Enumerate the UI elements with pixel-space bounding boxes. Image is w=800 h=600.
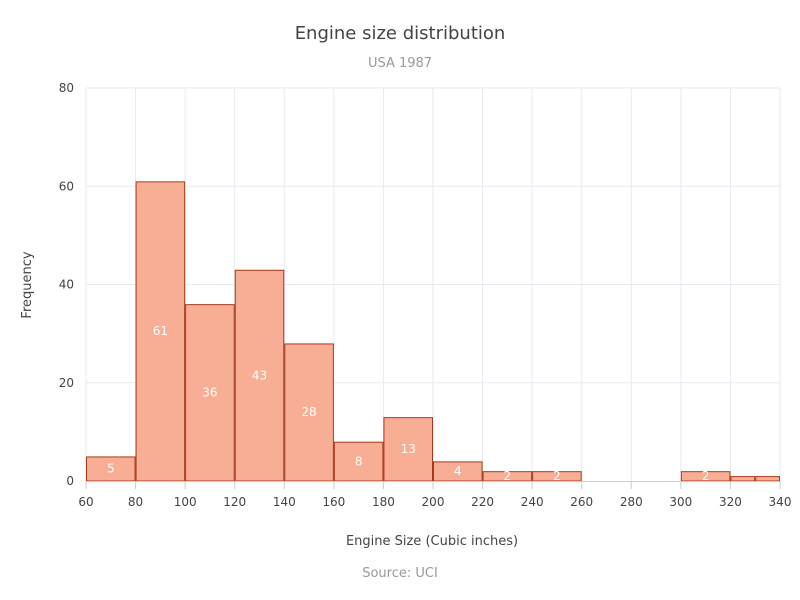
- y-tick-label: 80: [59, 81, 74, 95]
- bar-data-label: 36: [202, 386, 217, 400]
- chart-source: Source: UCI: [362, 566, 438, 581]
- bar-data-label: 13: [401, 442, 416, 456]
- y-tick-label: 0: [66, 474, 74, 488]
- bar-data-label: 2: [702, 469, 710, 483]
- chart-subtitle: USA 1987: [368, 56, 432, 71]
- y-tick-label: 60: [59, 179, 74, 193]
- x-tick-label: 60: [78, 495, 93, 509]
- x-tick-label: 80: [128, 495, 143, 509]
- x-tick-label: 240: [521, 495, 544, 509]
- y-tick-label: 20: [59, 376, 74, 390]
- chart-title: Engine size distribution: [295, 23, 506, 44]
- x-tick-label: 140: [273, 495, 296, 509]
- y-axis-title: Frequency: [20, 251, 35, 318]
- y-tick-label: 40: [59, 278, 74, 292]
- x-tick-label: 120: [223, 495, 246, 509]
- x-tick-label: 280: [620, 495, 643, 509]
- bar-data-label: 4: [454, 464, 462, 478]
- x-tick-label: 340: [769, 495, 792, 509]
- bar-data-label: 2: [504, 469, 512, 483]
- bar-data-label: 28: [301, 405, 316, 419]
- x-tick-label: 100: [174, 495, 197, 509]
- histogram-bar[interactable]: [731, 477, 755, 481]
- bar-data-label: 61: [153, 324, 168, 338]
- x-tick-label: 220: [471, 495, 494, 509]
- bar-data-label: 2: [553, 469, 561, 483]
- bar-data-label: 43: [252, 368, 267, 382]
- x-tick-label: 200: [422, 495, 445, 509]
- x-tick-label: 300: [669, 495, 692, 509]
- bar-data-label: 5: [107, 462, 115, 476]
- x-tick-label: 180: [372, 495, 395, 509]
- x-tick-label: 160: [322, 495, 345, 509]
- bar-data-label: 8: [355, 454, 363, 468]
- histogram-bar[interactable]: [756, 477, 780, 481]
- x-tick-label: 260: [570, 495, 593, 509]
- x-tick-label: 320: [719, 495, 742, 509]
- x-axis-title: Engine Size (Cubic inches): [346, 534, 518, 549]
